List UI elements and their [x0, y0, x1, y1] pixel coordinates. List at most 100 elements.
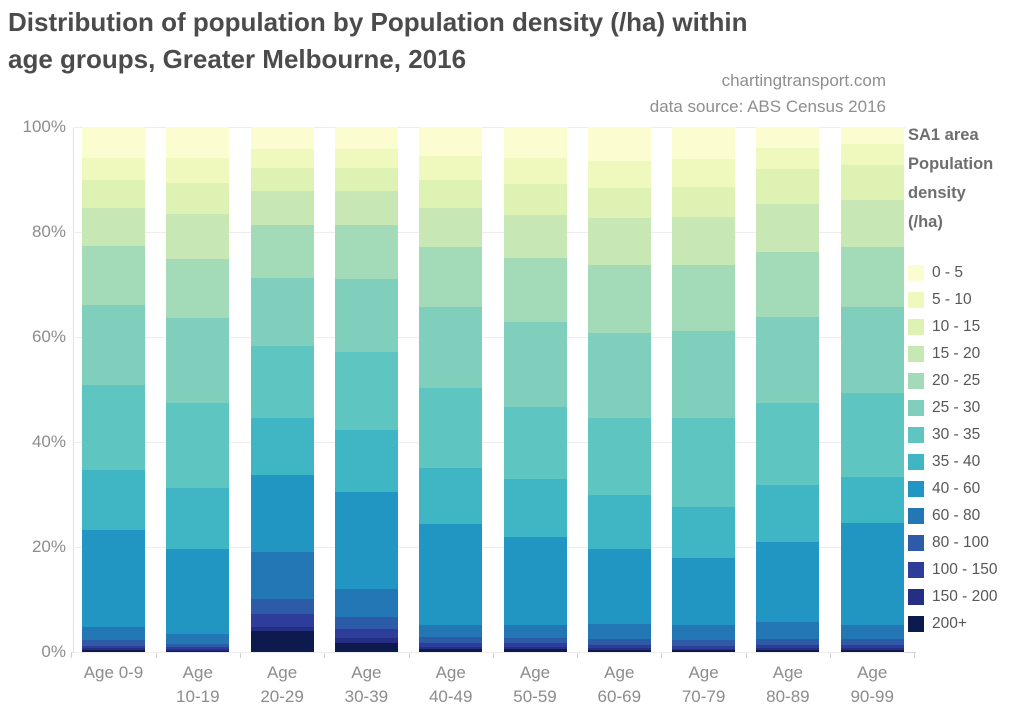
bar-segment-age-70-79-density-100-150[interactable]	[672, 645, 736, 649]
bar-segment-age-90-99-density-10-15[interactable]	[840, 165, 904, 200]
bar-segment-age-10-19-density-5-10[interactable]	[166, 157, 230, 183]
bar-segment-age-50-59-density-25-30[interactable]	[503, 321, 567, 407]
bar-segment-age-60-69-density-100-150[interactable]	[587, 644, 651, 649]
bar-segment-age-30-39-density-15-20[interactable]	[334, 191, 398, 226]
legend-item-40-60[interactable]: 40 - 60	[908, 475, 1020, 502]
bar-segment-age-70-79-density-35-40[interactable]	[672, 506, 736, 559]
bar-segment-age-0-9-density-25-30[interactable]	[82, 304, 145, 386]
bar-segment-age-70-79-density-25-30[interactable]	[672, 331, 736, 419]
bar-segment-age-30-39-density-0-5[interactable]	[334, 127, 398, 149]
bar-segment-age-90-99-density-40-60[interactable]	[840, 523, 904, 625]
bar-segment-age-80-89-density-35-40[interactable]	[756, 485, 820, 542]
legend-item-150-200[interactable]: 150 - 200	[908, 583, 1020, 610]
bar-segment-age-60-69-density-25-30[interactable]	[587, 333, 651, 419]
bar-segment-age-30-39-density-150-200[interactable]	[334, 638, 398, 643]
bar-segment-age-60-69-density-15-20[interactable]	[587, 217, 651, 266]
bar-segment-age-40-49-density-40-60[interactable]	[419, 524, 483, 625]
bar-segment-age-0-9-density-200+[interactable]	[82, 650, 145, 652]
bar-segment-age-80-89-density-100-150[interactable]	[756, 644, 820, 649]
bar-segment-age-90-99-density-150-200[interactable]	[840, 648, 904, 651]
bar-segment-age-20-29-density-40-60[interactable]	[250, 474, 314, 553]
bar-segment-age-90-99-density-5-10[interactable]	[840, 143, 904, 166]
bar-segment-age-40-49-density-20-25[interactable]	[419, 246, 483, 308]
bar-segment-age-30-39-density-30-35[interactable]	[334, 351, 398, 430]
bar-segment-age-70-79-density-20-25[interactable]	[672, 264, 736, 332]
bar-segment-age-20-29-density-30-35[interactable]	[250, 345, 314, 418]
bar-segment-age-60-69-density-80-100[interactable]	[587, 638, 651, 645]
bar-segment-age-50-59-density-20-25[interactable]	[503, 258, 567, 322]
bar-segment-age-20-29-density-100-150[interactable]	[250, 613, 314, 628]
bar-segment-age-50-59-density-40-60[interactable]	[503, 536, 567, 625]
bar-segment-age-0-9-density-150-200[interactable]	[82, 648, 145, 651]
bar-segment-age-60-69-density-20-25[interactable]	[587, 265, 651, 334]
legend-item-60-80[interactable]: 60 - 80	[908, 502, 1020, 529]
legend-item-100-150[interactable]: 100 - 150	[908, 556, 1020, 583]
bar-segment-age-50-59-density-60-80[interactable]	[503, 624, 567, 638]
bar-segment-age-20-29-density-25-30[interactable]	[250, 277, 314, 346]
bar-segment-age-60-69-density-200+[interactable]	[587, 650, 651, 652]
bar-segment-age-60-69-density-0-5[interactable]	[587, 127, 651, 162]
bar-segment-age-10-19-density-80-100[interactable]	[166, 643, 230, 647]
bar-segment-age-10-19-density-60-80[interactable]	[166, 634, 230, 644]
bar-segment-age-50-59-density-5-10[interactable]	[503, 157, 567, 184]
bar-segment-age-10-19-density-10-15[interactable]	[166, 182, 230, 214]
bar-segment-age-80-89-density-20-25[interactable]	[756, 251, 820, 318]
bar-segment-age-30-39-density-200+[interactable]	[334, 642, 398, 652]
bar-segment-age-50-59-density-100-150[interactable]	[503, 643, 567, 648]
bar-segment-age-90-99-density-15-20[interactable]	[840, 199, 904, 247]
bar-segment-age-30-39-density-5-10[interactable]	[334, 148, 398, 169]
bar-segment-age-90-99-density-60-80[interactable]	[840, 624, 904, 640]
bar-segment-age-20-29-density-5-10[interactable]	[250, 149, 314, 168]
bar-segment-age-70-79-density-60-80[interactable]	[672, 625, 736, 641]
bar-segment-age-10-19-density-35-40[interactable]	[166, 488, 230, 549]
bar-segment-age-10-19-density-0-5[interactable]	[166, 127, 230, 158]
bar-segment-age-80-89-density-40-60[interactable]	[756, 541, 820, 623]
bar-segment-age-40-49-density-30-35[interactable]	[419, 388, 483, 469]
bar-segment-age-0-9-density-80-100[interactable]	[82, 640, 145, 646]
bar-segment-age-50-59-density-30-35[interactable]	[503, 406, 567, 479]
bar-segment-age-40-49-density-35-40[interactable]	[419, 468, 483, 525]
bar-segment-age-60-69-density-10-15[interactable]	[587, 188, 651, 218]
legend-item-5-10[interactable]: 5 - 10	[908, 286, 1020, 313]
bar-segment-age-80-89-density-25-30[interactable]	[756, 317, 820, 403]
bar-segment-age-10-19-density-150-200[interactable]	[166, 649, 230, 651]
bar-segment-age-30-39-density-35-40[interactable]	[334, 429, 398, 492]
bar-segment-age-20-29-density-10-15[interactable]	[250, 167, 314, 192]
bar-segment-age-90-99-density-0-5[interactable]	[840, 127, 904, 144]
bar-segment-age-40-49-density-80-100[interactable]	[419, 637, 483, 644]
bar-segment-age-70-79-density-5-10[interactable]	[672, 159, 736, 187]
bar-segment-age-70-79-density-10-15[interactable]	[672, 186, 736, 217]
bar-segment-age-60-69-density-40-60[interactable]	[587, 548, 651, 624]
bar-segment-age-80-89-density-5-10[interactable]	[756, 148, 820, 169]
bar-segment-age-0-9-density-35-40[interactable]	[82, 470, 145, 531]
bar-segment-age-50-59-density-15-20[interactable]	[503, 215, 567, 259]
bar-segment-age-70-79-density-200+[interactable]	[672, 650, 736, 652]
bar-segment-age-30-39-density-20-25[interactable]	[334, 225, 398, 279]
bar-segment-age-40-49-density-0-5[interactable]	[419, 127, 483, 157]
bar-segment-age-60-69-density-35-40[interactable]	[587, 495, 651, 549]
bar-segment-age-10-19-density-15-20[interactable]	[166, 213, 230, 259]
bar-segment-age-20-29-density-60-80[interactable]	[250, 552, 314, 599]
bar-segment-age-60-69-density-60-80[interactable]	[587, 623, 651, 639]
bar-segment-age-10-19-density-30-35[interactable]	[166, 402, 230, 489]
bar-segment-age-30-39-density-80-100[interactable]	[334, 617, 398, 629]
bar-segment-age-20-29-density-35-40[interactable]	[250, 417, 314, 475]
bar-segment-age-50-59-density-35-40[interactable]	[503, 478, 567, 537]
bar-segment-age-50-59-density-150-200[interactable]	[503, 647, 567, 650]
bar-segment-age-10-19-density-200+[interactable]	[166, 650, 230, 652]
bar-segment-age-40-49-density-25-30[interactable]	[419, 307, 483, 389]
bar-segment-age-0-9-density-5-10[interactable]	[82, 157, 145, 181]
bar-segment-age-10-19-density-20-25[interactable]	[166, 258, 230, 318]
bar-segment-age-40-49-density-200+[interactable]	[419, 649, 483, 652]
bar-segment-age-20-29-density-200+[interactable]	[250, 631, 314, 652]
bar-segment-age-40-49-density-15-20[interactable]	[419, 207, 483, 247]
bar-segment-age-40-49-density-60-80[interactable]	[419, 624, 483, 638]
bar-segment-age-40-49-density-150-200[interactable]	[419, 647, 483, 650]
bar-segment-age-30-39-density-25-30[interactable]	[334, 278, 398, 352]
bar-segment-age-90-99-density-35-40[interactable]	[840, 476, 904, 524]
bar-segment-age-90-99-density-30-35[interactable]	[840, 392, 904, 477]
legend-item-30-35[interactable]: 30 - 35	[908, 421, 1020, 448]
bar-segment-age-90-99-density-25-30[interactable]	[840, 307, 904, 393]
bar-segment-age-0-9-density-20-25[interactable]	[82, 246, 145, 305]
bar-segment-age-20-29-density-20-25[interactable]	[250, 225, 314, 278]
